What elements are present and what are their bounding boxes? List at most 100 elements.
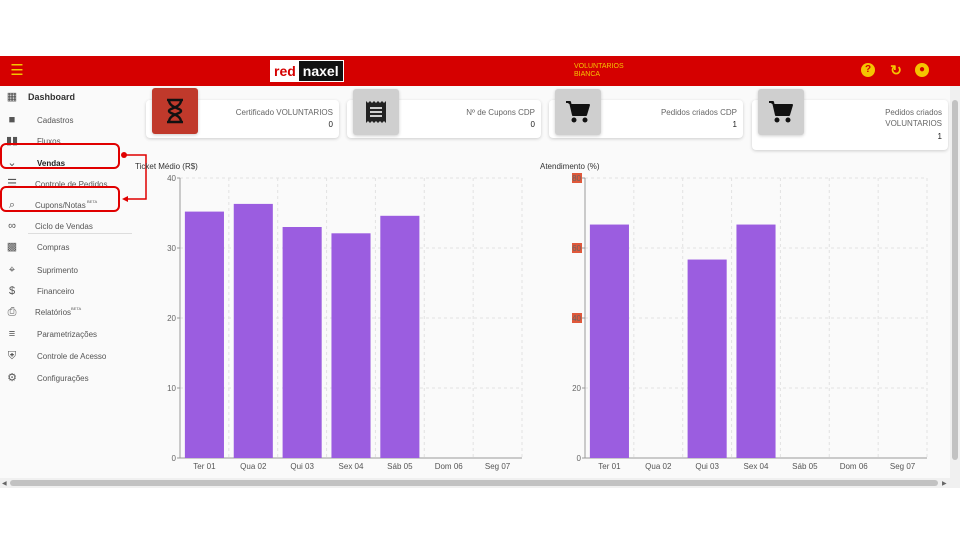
logo-red-text: red [271, 61, 299, 81]
hamburger-menu-icon[interactable]: ☰ [10, 62, 24, 79]
help-icon[interactable]: ? [861, 63, 875, 77]
sidebar-item-label: Controle de Acesso [37, 351, 107, 361]
sidebar-item-vendas[interactable]: ⌄ Vendas [0, 153, 132, 173]
list-icon: ☰ [7, 178, 17, 190]
building-icon: ▩ [6, 241, 18, 253]
sidebar-item-controle-de-acesso[interactable]: ⛨ Controle de Acesso [0, 346, 132, 366]
dollar-icon: $ [8, 285, 16, 297]
vertical-scrollbar[interactable] [950, 86, 960, 480]
logo-naxel-text: naxel [298, 61, 343, 81]
x-tick-label: Sáb 05 [387, 462, 413, 471]
sidebar-item-financeiro[interactable]: $ Financeiro [0, 281, 132, 301]
x-tick-label: Sex 04 [744, 462, 769, 471]
horizontal-scrollbar[interactable]: ◀ ▶ [0, 478, 960, 488]
dashboard-icon: ▦ [6, 91, 18, 103]
search-icon: ⌕ [8, 199, 16, 211]
y-tick-label: 10 [167, 384, 176, 393]
y-tick-label: 60 [572, 244, 581, 253]
x-tick-label: Ter 01 [598, 462, 621, 471]
user-name: BIANCA [574, 71, 601, 78]
bar-sex-04[interactable] [331, 233, 371, 458]
account-icon[interactable]: ● [915, 63, 929, 77]
y-tick-label: 40 [167, 174, 176, 183]
stat-card-value: 0 [530, 120, 535, 129]
sliders-icon: ≡ [8, 328, 16, 340]
sidebar-item-relat-rios[interactable]: ⎙ Relatórios BETA [0, 302, 132, 322]
bar-qua-02[interactable] [233, 203, 273, 458]
app-window: ☰ red naxel VOLUNTARIOS BIANCA ? ↻ ● ▦ Da… [0, 56, 960, 488]
sidebar-item-label: Suprimento [37, 265, 78, 275]
stat-card-title: Pedidos criados CDP [660, 108, 737, 117]
x-tick-label: Qui 03 [695, 462, 719, 471]
folder-icon: ■ [8, 114, 16, 126]
sidebar-item-configura-es[interactable]: ⚙ Configurações [0, 368, 132, 388]
bar-sex-04[interactable] [736, 224, 776, 458]
x-tick-label: Qua 02 [645, 462, 672, 471]
scroll-left-icon[interactable]: ◀ [2, 481, 7, 487]
x-tick-label: Qui 03 [290, 462, 314, 471]
sidebar-item-cadastros[interactable]: ■ Cadastros [0, 110, 132, 130]
sidebar-item-label: Cadastros [37, 115, 74, 125]
atendimento-chart: 0 20 40 60 80 Ter 01 Qua 02 Qui 03 Sex 04 Sáb 05 D… [572, 173, 928, 471]
user-info: VOLUNTARIOS BIANCA [574, 63, 624, 79]
user-org: VOLUNTARIOS [574, 63, 624, 70]
tick-highlight [572, 243, 582, 253]
vertical-scrollbar-thumb[interactable] [952, 100, 958, 460]
sidebar-item-label: Vendas [37, 158, 66, 168]
x-tick-label: Ter 01 [193, 462, 216, 471]
hourglass-icon [152, 88, 198, 134]
brand-logo[interactable]: red naxel [270, 60, 344, 82]
bar-qui-03[interactable] [687, 259, 727, 458]
cart-icon [758, 89, 804, 135]
stat-card[interactable]: Pedidos criados CDP 1 [549, 89, 743, 138]
sidebar-item-ciclo-de-vendas[interactable]: ∞ Ciclo de Vendas [0, 216, 132, 236]
sidebar-item-parametriza-es[interactable]: ≡ Parametrizações [0, 324, 132, 344]
sidebar-item-cupons-notas[interactable]: ⌕ Cupons/Notas BETA [0, 195, 132, 215]
sidebar-item-suprimento[interactable]: ⌖ Suprimento [0, 260, 132, 280]
horizontal-scrollbar-thumb[interactable] [10, 480, 938, 486]
sidebar-item-label: Parametrizações [37, 329, 98, 339]
stat-card[interactable]: Nº de Cupons CDP 0 [347, 89, 541, 138]
cart-icon [555, 89, 601, 135]
ticket-medio-chart: 0 10 20 30 40 Ter 01 Qua 02 Qui 03 Sex 04 Sáb 05 D… [167, 174, 523, 471]
stat-card-title: Certificado VOLUNTARIOS [235, 108, 333, 117]
scroll-right-icon[interactable]: ▶ [942, 481, 947, 487]
sidebar-item-label: Cupons/Notas [35, 200, 86, 210]
y-tick-label: 30 [167, 244, 176, 253]
x-tick-label: Dom 06 [435, 462, 464, 471]
stat-card-value: 1 [937, 132, 942, 141]
crop-icon: ⌖ [8, 264, 16, 276]
receipt-icon [353, 89, 399, 135]
sidebar-item-compras[interactable]: ▩ Compras [0, 237, 132, 257]
bar-s-b-05[interactable] [380, 215, 420, 458]
stat-card-title-line2: VOLUNTARIOS [885, 119, 942, 128]
sidebar-item-label: Compras [37, 242, 70, 252]
beta-badge: BETA [87, 199, 98, 204]
callout-vendas-highlight [0, 143, 120, 169]
sidebar-item-label: Configurações [37, 373, 89, 383]
bar-ter-01[interactable] [589, 224, 629, 458]
bar-qui-03[interactable] [282, 227, 322, 458]
stat-card[interactable]: Certificado VOLUNTARIOS 0 [146, 88, 339, 138]
beta-badge: BETA [71, 306, 82, 311]
sidebar-item-label: Relatórios [35, 307, 72, 317]
refresh-icon[interactable]: ↻ [890, 62, 902, 78]
callout-connector-arrow [121, 152, 147, 202]
sidebar-item-controle-de-pedidos[interactable]: ☰ Controle de Pedidos [0, 174, 132, 194]
stat-card[interactable]: Pedidos criados VOLUNTARIOS 1 [752, 89, 948, 150]
tick-highlight [572, 173, 582, 183]
printer-icon: ⎙ [7, 306, 17, 318]
bar-ter-01[interactable] [184, 211, 224, 458]
x-tick-label: Dom 06 [840, 462, 869, 471]
sidebar-item-label: Dashboard [28, 92, 76, 102]
sidebar-item-label: Fluxos [37, 136, 61, 146]
x-tick-label: Sáb 05 [792, 462, 818, 471]
chevron-down-icon: ⌄ [7, 157, 17, 169]
y-tick-label: 20 [572, 384, 581, 393]
sidebar-item-label: Ciclo de Vendas [35, 221, 93, 231]
callout-cupons-highlight [0, 186, 120, 212]
sidebar-item-dashboard[interactable]: ▦ Dashboard [0, 87, 132, 107]
sidebar-item-label: Financeiro [37, 286, 75, 296]
chart-title-atendimento: Atendimento (%) [540, 162, 600, 171]
tick-highlight [572, 313, 582, 323]
